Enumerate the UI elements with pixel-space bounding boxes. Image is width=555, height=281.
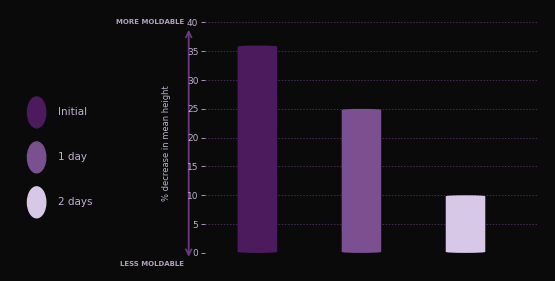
Text: MORE MOLDABLE: MORE MOLDABLE (116, 19, 184, 25)
Text: Initial: Initial (58, 107, 87, 117)
Text: 2 days: 2 days (58, 197, 93, 207)
FancyBboxPatch shape (446, 195, 485, 253)
FancyBboxPatch shape (238, 46, 277, 253)
FancyBboxPatch shape (342, 109, 381, 253)
Text: 1 day: 1 day (58, 152, 87, 162)
Circle shape (28, 142, 46, 173)
Text: % decrease in mean height: % decrease in mean height (162, 85, 171, 201)
Circle shape (28, 187, 46, 218)
Text: JUVÉDERM® VOLUMA® XC: JUVÉDERM® VOLUMA® XC (468, 280, 555, 281)
Circle shape (28, 97, 46, 128)
Text: LESS MOLDABLE: LESS MOLDABLE (120, 261, 184, 267)
